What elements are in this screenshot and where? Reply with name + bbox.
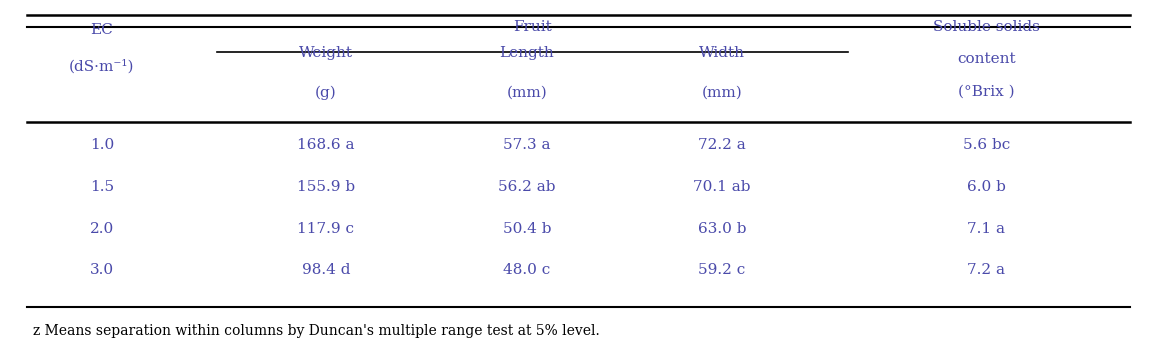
Text: (mm): (mm) [701,86,743,100]
Text: Length: Length [500,46,554,60]
Text: EC: EC [90,23,113,37]
Text: content: content [957,52,1016,66]
Text: Soluble solids: Soluble solids [933,20,1040,33]
Text: 70.1 ab: 70.1 ab [693,180,751,194]
Text: 117.9 c: 117.9 c [297,222,354,236]
Text: (dS·m⁻¹): (dS·m⁻¹) [69,59,134,74]
Text: 6.0 b: 6.0 b [967,180,1005,194]
Text: 56.2 ab: 56.2 ab [498,180,555,194]
Text: 98.4 d: 98.4 d [302,264,351,277]
Text: 57.3 a: 57.3 a [503,139,551,152]
Text: Weight: Weight [299,46,353,60]
Text: 168.6 a: 168.6 a [297,139,354,152]
Text: 7.1 a: 7.1 a [967,222,1005,236]
Text: (°Brix ): (°Brix ) [958,84,1015,98]
Text: 59.2 c: 59.2 c [699,264,746,277]
Text: Width: Width [699,46,745,60]
Text: 63.0 b: 63.0 b [698,222,746,236]
Text: 50.4 b: 50.4 b [502,222,551,236]
Text: 1.5: 1.5 [90,180,113,194]
Text: (mm): (mm) [507,86,547,100]
Text: Fruit: Fruit [514,20,552,33]
Text: 7.2 a: 7.2 a [967,264,1005,277]
Text: 3.0: 3.0 [90,264,113,277]
Text: 48.0 c: 48.0 c [503,264,551,277]
Text: 155.9 b: 155.9 b [296,180,355,194]
Text: 1.0: 1.0 [90,139,113,152]
Text: 5.6 bc: 5.6 bc [963,139,1010,152]
Text: (g): (g) [315,86,337,100]
Text: ᴢ Means separation within columns by Duncan's multiple range test at 5% level.: ᴢ Means separation within columns by Dun… [32,324,599,338]
Text: 2.0: 2.0 [90,222,113,236]
Text: 72.2 a: 72.2 a [698,139,746,152]
